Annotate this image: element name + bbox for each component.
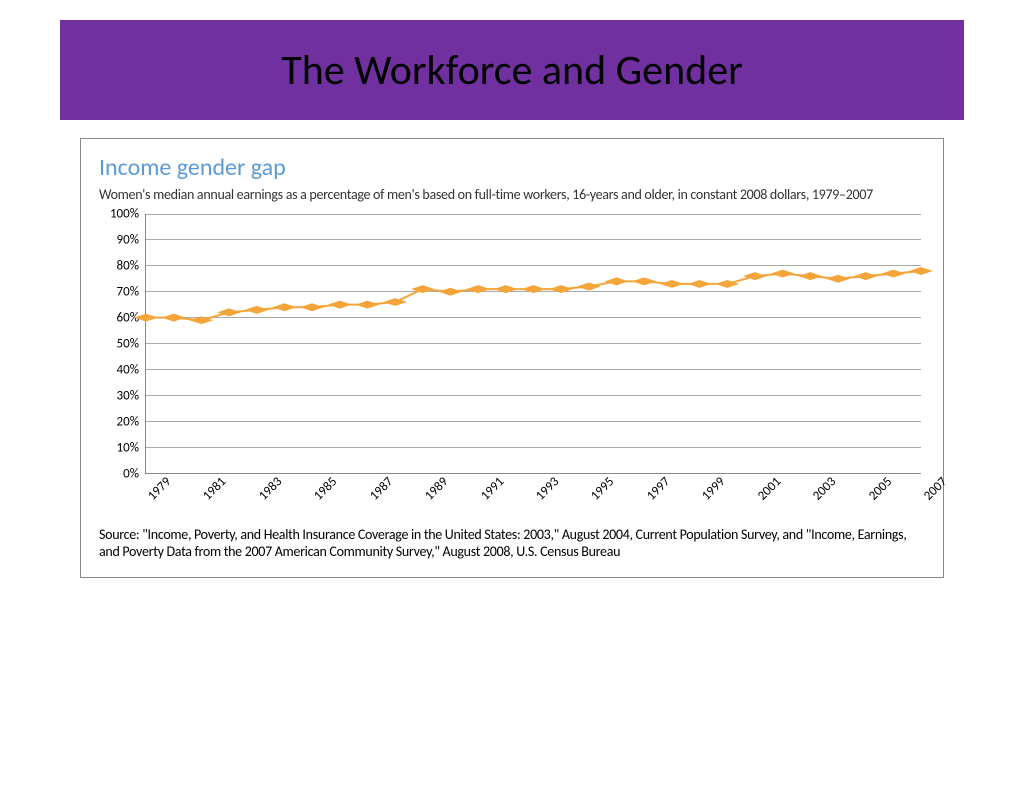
y-axis-labels: 0%10%20%30%40%50%60%70%80%90%100% [99,214,145,474]
x-tick-label: 1981 [200,474,229,503]
y-tick-label: 30% [117,388,139,403]
chart-title: Income gender gap [99,153,925,182]
y-tick-label: 40% [117,362,139,377]
x-tick-label: 1999 [699,474,728,503]
y-tick-label: 90% [117,232,139,247]
y-tick-label: 20% [117,414,139,429]
x-tick-label: 1995 [588,474,617,503]
x-tick-label: 1993 [533,474,562,503]
plot-area: 0%10%20%30%40%50%60%70%80%90%100% 197919… [99,214,925,514]
x-tick-label: 1979 [145,474,174,503]
title-banner: The Workforce and Gender [60,20,964,120]
x-tick-label: 1985 [311,474,340,503]
x-tick-label: 1987 [367,474,396,503]
chart-container: Income gender gap Women's median annual … [80,138,944,578]
plot [145,214,921,474]
y-tick-label: 10% [117,440,139,455]
x-tick-label: 2007 [921,474,950,503]
line-series [146,214,921,473]
x-tick-label: 1983 [256,474,285,503]
page-title: The Workforce and Gender [281,45,743,96]
y-tick-label: 0% [123,466,139,481]
y-tick-label: 100% [110,206,139,221]
chart-subtitle: Women's median annual earnings as a perc… [99,186,925,204]
y-tick-label: 70% [117,284,139,299]
x-tick-label: 1997 [644,474,673,503]
x-axis-labels: 1979 1981 1983 1985 1987 1989 1991 1993 1995 1997… [145,474,921,514]
y-tick-label: 80% [117,258,139,273]
x-tick-label: 1989 [422,474,451,503]
x-tick-label: 2001 [755,474,784,503]
y-tick-label: 50% [117,336,139,351]
x-tick-label: 2005 [866,474,895,503]
chart-source: Source: "Income, Poverty, and Health Ins… [99,526,925,561]
x-tick-label: 1991 [478,474,507,503]
x-tick-label: 2003 [810,474,839,503]
